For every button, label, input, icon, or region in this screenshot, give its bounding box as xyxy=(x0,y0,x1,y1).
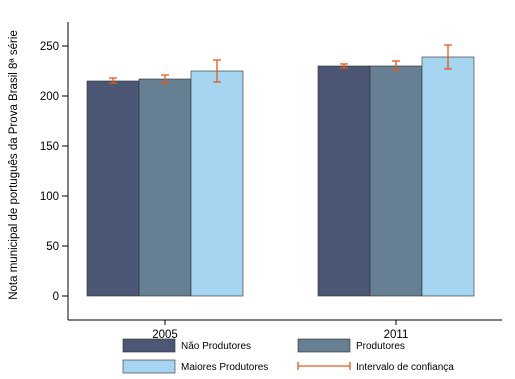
error-bars-group xyxy=(109,44,452,84)
x-tick-label: 2005 xyxy=(152,329,178,341)
bar xyxy=(190,70,244,297)
y-tick-label: 200 xyxy=(40,91,59,103)
legend-label: Produtores xyxy=(356,341,405,352)
legend-swatch xyxy=(122,338,176,353)
y-tick-label: 100 xyxy=(40,191,59,203)
legend-label: Intervalo de confiança xyxy=(356,362,454,373)
bar xyxy=(421,56,475,297)
x-tick-label: 2011 xyxy=(384,329,409,341)
error-bar xyxy=(340,63,348,69)
legend-item: Maiores Produtores xyxy=(122,359,268,374)
bars-group xyxy=(86,56,475,297)
legend-item: Produtores xyxy=(297,338,405,353)
legend-item: Não Produtores xyxy=(122,338,251,353)
y-tick-label: 50 xyxy=(46,241,59,253)
error-bar xyxy=(109,77,117,84)
legend-label: Maiores Produtores xyxy=(181,362,268,373)
y-tick-label: 0 xyxy=(53,291,59,303)
y-axis: 0 50 100 150 200 250 xyxy=(40,22,69,320)
error-bar xyxy=(213,59,221,83)
x-axis: 2005 2011 xyxy=(68,319,502,341)
error-bar xyxy=(392,60,400,71)
y-tick-label: 150 xyxy=(40,141,59,153)
bar xyxy=(138,78,192,297)
error-bar xyxy=(161,74,169,84)
legend-item: Intervalo de confiança xyxy=(297,362,454,373)
y-tick-label: 250 xyxy=(40,41,59,53)
bar xyxy=(86,80,140,297)
legend-label: Não Produtores xyxy=(181,341,251,352)
legend-swatch xyxy=(122,359,176,374)
legend-swatch xyxy=(297,338,351,353)
legend: Não Produtores Produtores Maiores Produtor… xyxy=(122,338,454,374)
error-bar xyxy=(444,44,452,70)
y-axis-title: Nota municipal de português da Prova Bra… xyxy=(8,30,20,300)
bar xyxy=(317,65,371,297)
bar xyxy=(369,65,423,297)
